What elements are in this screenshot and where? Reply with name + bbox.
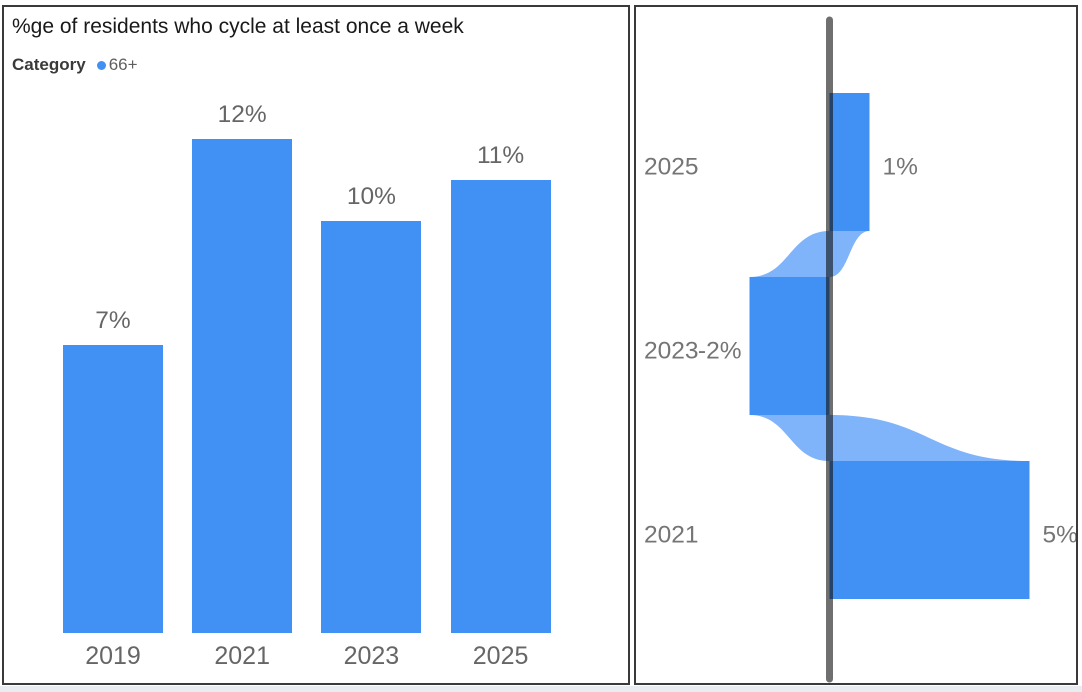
legend-series-label: 66+ xyxy=(108,55,138,74)
flow-ribbon-2023-to-2021[interactable] xyxy=(749,415,1030,461)
bar-value-label-2021: 12% xyxy=(217,100,267,128)
flow-block-2021[interactable] xyxy=(829,461,1030,599)
legend-dot-icon xyxy=(96,60,106,70)
bar-2023[interactable] xyxy=(321,221,422,633)
bar-plot: 7% 2019 12% 2021 10% 2023 11% 2025 xyxy=(4,7,628,683)
bar-2021[interactable] xyxy=(192,138,293,633)
flow-year-label-2021: 2021 xyxy=(644,522,699,549)
flow-chart-svg: 2025 1% 2023 -2% 2021 5% xyxy=(644,16,1077,683)
flow-chart-panel: 2025 1% 2023 -2% 2021 5% xyxy=(634,5,1078,685)
legend-title: Category xyxy=(12,55,86,74)
bar-chart-panel: 7% 2019 12% 2021 10% 2023 11% 2025 %ge of resid… xyxy=(2,5,630,685)
bar-value-label-2023: 10% xyxy=(346,183,396,210)
flow-value-label-2025: 1% xyxy=(883,154,918,181)
bar-value-label-2025: 11% xyxy=(476,141,525,169)
bar-2025[interactable] xyxy=(450,179,551,633)
flow-block-2025[interactable] xyxy=(829,93,870,231)
legend: Category 66+ xyxy=(12,55,138,75)
chart-title: %ge of residents who cycle at least once… xyxy=(12,15,464,38)
x-tick-label-2023: 2023 xyxy=(343,642,400,670)
footer-strip xyxy=(0,686,1082,692)
flow-ribbon-2025-to-2023[interactable] xyxy=(749,231,870,277)
x-tick-label-2019: 2019 xyxy=(85,642,141,670)
legend-item-66plus[interactable]: 66+ xyxy=(96,55,138,75)
bar-value-label-2019: 7% xyxy=(95,306,131,334)
flow-block-2023[interactable] xyxy=(749,277,830,415)
flow-value-label-2021: 5% xyxy=(1043,522,1077,549)
flow-value-label-2023: -2% xyxy=(698,338,742,365)
bar-2019[interactable] xyxy=(63,344,163,633)
x-tick-label-2025: 2025 xyxy=(472,642,529,670)
x-tick-label-2021: 2021 xyxy=(214,642,270,670)
flow-year-label-2023: 2023 xyxy=(644,338,699,365)
flow-year-label-2025: 2025 xyxy=(644,154,699,181)
